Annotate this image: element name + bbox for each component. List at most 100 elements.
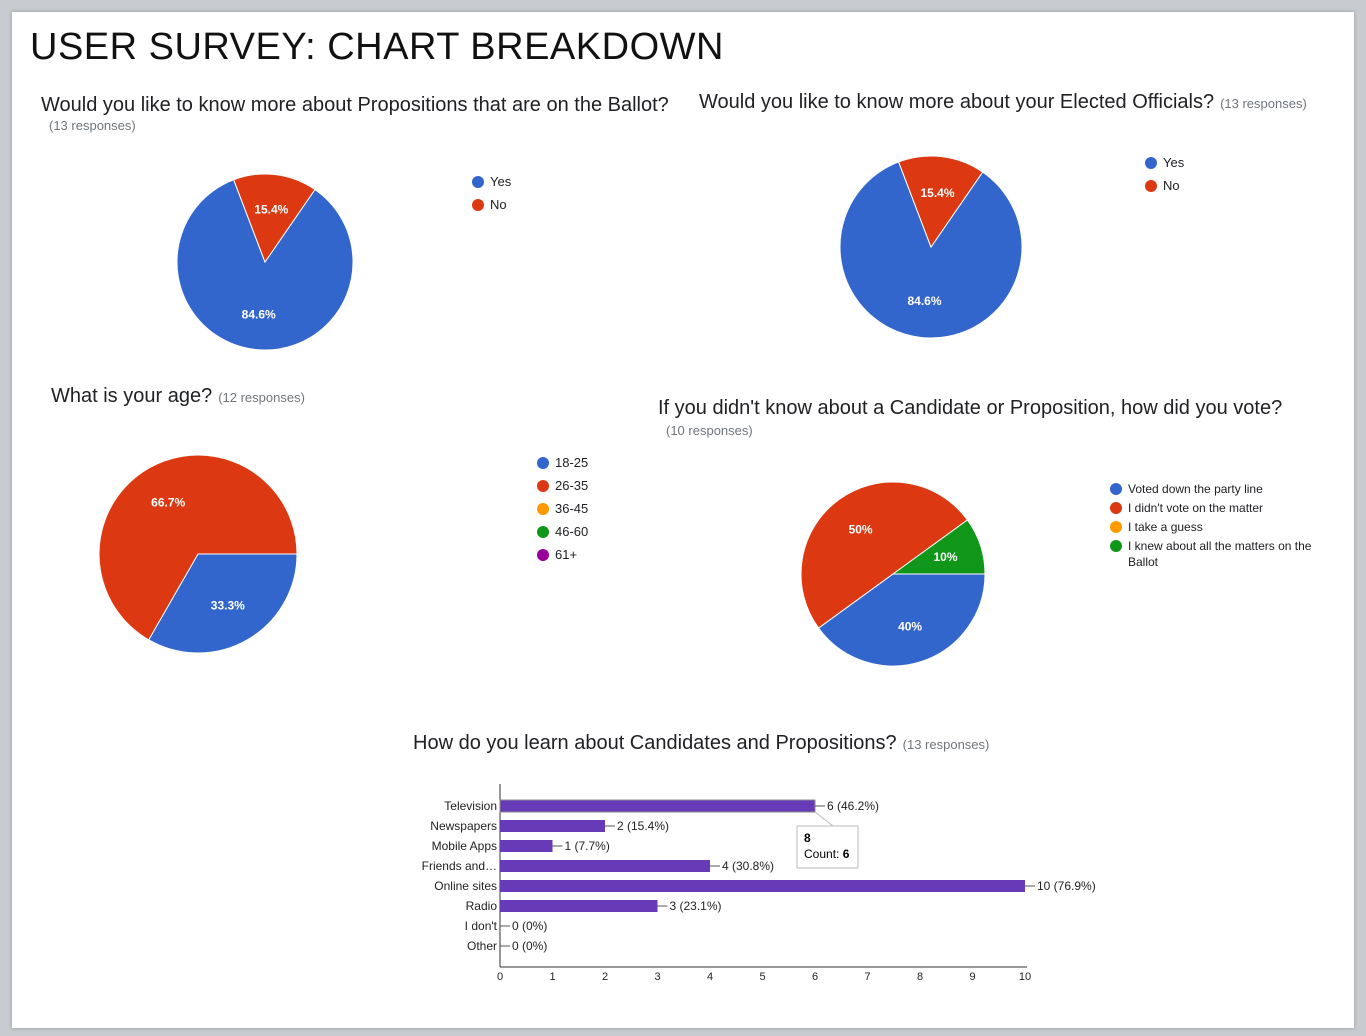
legend-swatch (1110, 540, 1122, 552)
legend-label: No (1163, 178, 1180, 193)
legend-label: Yes (490, 174, 512, 189)
category-label: I don't (465, 919, 498, 933)
pie-slice-no[interactable] (233, 173, 316, 264)
chart1-title: Would you like to know more about Propos… (41, 94, 669, 116)
bar-radio[interactable] (500, 900, 658, 912)
x-tick-label: 3 (654, 971, 660, 983)
chart2-title: Would you like to know more about your E… (699, 91, 1307, 114)
pie-slice-yes[interactable] (176, 179, 354, 351)
chart5-title: How do you learn about Candidates and Pr… (413, 732, 989, 755)
legend-swatch (537, 549, 549, 561)
legend-swatch (537, 457, 549, 469)
x-tick-label: 9 (969, 971, 975, 983)
x-tick-label: 8 (917, 971, 923, 983)
pie-chart-3: 33.3% 66.7% (98, 454, 298, 654)
legend-label: I didn't vote on the matter (1128, 501, 1264, 515)
bar-television[interactable] (499, 799, 816, 813)
legend-swatch (537, 503, 549, 515)
x-tick-label: 4 (707, 971, 713, 983)
bar-mobile-apps[interactable] (500, 840, 553, 852)
x-tick-label: 6 (812, 971, 818, 983)
category-label: Online sites (434, 879, 497, 893)
legend-item[interactable]: No (1145, 178, 1184, 194)
value-label: 3 (23.1%) (670, 899, 722, 913)
category-label: Newspapers (430, 819, 497, 833)
tooltip-box (796, 825, 859, 869)
pie-label: 33.3% (211, 598, 245, 612)
bar-online-sites[interactable] (500, 880, 1025, 892)
tooltip-count-value: 6 (843, 847, 850, 861)
pie-slice-no[interactable] (897, 155, 984, 249)
legend-item[interactable]: I knew about all the matters on the Ball… (1110, 538, 1320, 570)
pie-label: 15.4% (254, 203, 288, 217)
x-tick-label: 5 (759, 971, 765, 983)
charts-canvas: 84.6% 15.4% 84.6% 15.4% 33.3% 66.7% 40% 50% 10% 0… (98, 155, 1096, 983)
legend-item[interactable]: 46-60 (537, 524, 588, 540)
x-tick-label: 2 (602, 971, 608, 983)
chart1-legend: Yes No (472, 174, 511, 220)
legend-swatch (537, 526, 549, 538)
legend-item[interactable]: I take a guess (1110, 519, 1320, 535)
pie-label: 66.7% (151, 496, 185, 510)
legend-swatch (537, 480, 549, 492)
legend-swatch (472, 176, 484, 188)
chart3-title-text: What is your age? (51, 385, 213, 407)
legend-item[interactable]: I didn't vote on the matter (1110, 500, 1320, 516)
x-tick-label: 1 (549, 971, 555, 983)
legend-label: 61+ (555, 547, 578, 562)
legend-item[interactable]: Yes (472, 174, 511, 190)
legend-swatch (1145, 157, 1157, 169)
legend-item[interactable]: 26-35 (537, 478, 588, 494)
legend-swatch (1145, 180, 1157, 192)
x-tick-label: 10 (1019, 971, 1031, 983)
x-tick-label: 7 (864, 971, 870, 983)
value-label: 1 (7.7%) (565, 839, 610, 853)
value-label: 10 (76.9%) (1037, 879, 1096, 893)
bar-newspapers[interactable] (500, 820, 605, 832)
legend-label: 36-45 (555, 501, 589, 516)
chart1-responses: (13 responses) (49, 118, 136, 133)
chart2-title-text: Would you like to know more about your E… (699, 91, 1215, 113)
bar-chart: 0 1 2 3 4 5 6 7 8 9 10 Television 6 (46.2%) Newspaper… (422, 784, 1096, 983)
chart2-legend: Yes No (1145, 155, 1184, 201)
pie-label: 84.6% (242, 307, 276, 321)
legend-label: I knew about all the matters on the Ball… (1128, 539, 1312, 569)
chart3-title: What is your age? (12 responses) (51, 385, 305, 408)
pie-slice-26-35[interactable] (98, 454, 298, 641)
pie-slice-yes[interactable] (839, 161, 1023, 339)
legend-item[interactable]: Yes (1145, 155, 1184, 171)
pie-label: 84.6% (907, 294, 941, 308)
pie-slice-voted-down-the-party-line[interactable] (817, 573, 986, 667)
tooltip-title: 8 (804, 831, 811, 845)
legend-swatch (1110, 483, 1122, 495)
legend-item[interactable]: Voted down the party line (1110, 481, 1320, 497)
bar-tooltip: 8 Count: 6 (796, 811, 859, 869)
category-label: Friends and… (422, 859, 497, 873)
chart3-responses: (12 responses) (218, 390, 305, 405)
tooltip-count-label: Count: 6 (804, 847, 850, 861)
legend-item[interactable]: 36-45 (537, 501, 588, 517)
category-label: Television (444, 799, 497, 813)
legend-item[interactable]: 18-25 (537, 455, 588, 471)
pie-label: 15.4% (920, 186, 954, 200)
legend-label: Voted down the party line (1128, 482, 1263, 496)
chart4-title: If you didn't know about a Candidate or … (658, 397, 1283, 419)
legend-item[interactable]: No (472, 197, 511, 213)
category-label: Mobile Apps (432, 839, 497, 853)
pie-slice-i-knew-about-all-the-matters-on-the-ballot[interactable] (891, 519, 986, 575)
value-label: 2 (15.4%) (617, 819, 669, 833)
chart4-responses: (10 responses) (666, 423, 753, 438)
legend-item[interactable]: 61+ (537, 547, 588, 563)
legend-label: 26-35 (555, 478, 589, 493)
legend-swatch (1110, 502, 1122, 514)
pie-slice-i-didn-t-vote-on-the-matter[interactable] (800, 481, 969, 629)
pie-slice-18-25[interactable] (147, 553, 298, 654)
legend-label: 18-25 (555, 455, 589, 470)
page-title: USER SURVEY: CHART BREAKDOWN (30, 26, 724, 68)
value-label: 0 (0%) (512, 939, 547, 953)
legend-label: No (490, 197, 507, 212)
chart5-title-text: How do you learn about Candidates and Pr… (413, 732, 897, 754)
value-label: 0 (0%) (512, 919, 547, 933)
bar-friends-and-[interactable] (500, 860, 710, 872)
pie-chart-1: 84.6% 15.4% (176, 173, 354, 351)
